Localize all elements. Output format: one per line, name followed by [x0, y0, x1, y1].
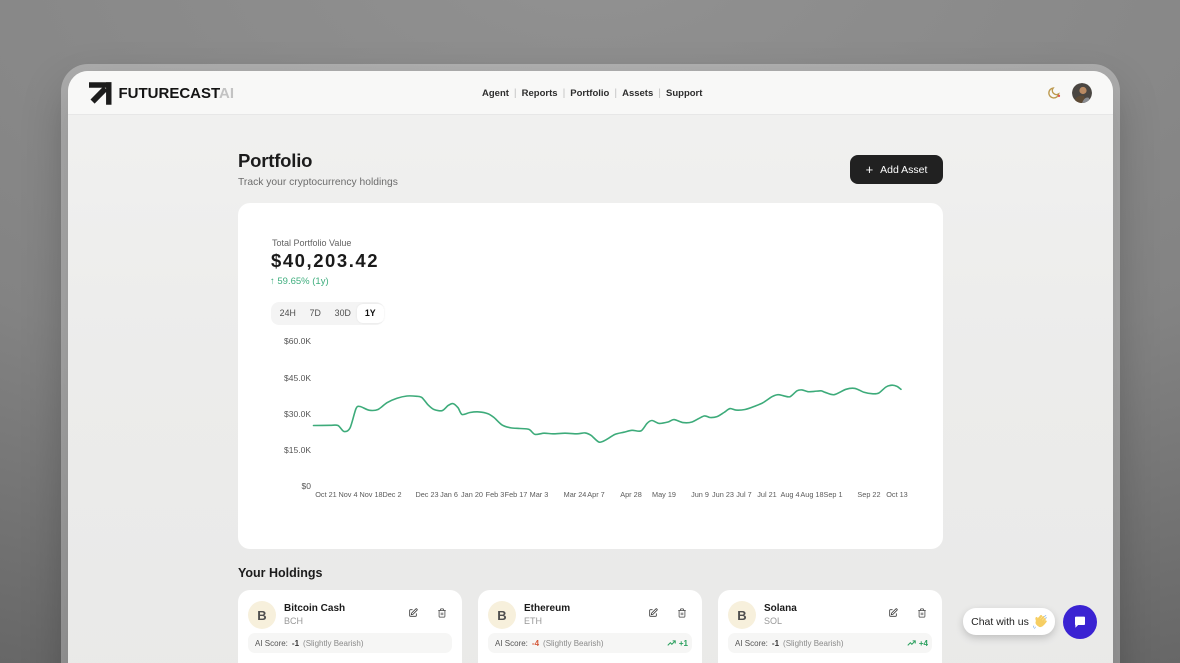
- svg-text:Sep 22: Sep 22: [857, 490, 880, 499]
- svg-text:Oct 21: Oct 21: [315, 490, 337, 499]
- svg-text:Jul 7: Jul 7: [736, 490, 751, 499]
- svg-text:Apr 28: Apr 28: [620, 490, 642, 499]
- svg-text:May 19: May 19: [652, 490, 676, 499]
- svg-text:Jun 9: Jun 9: [691, 490, 709, 499]
- svg-text:Feb 17: Feb 17: [505, 490, 528, 499]
- svg-text:$45.0K: $45.0K: [284, 373, 311, 383]
- svg-text:Sep 1: Sep 1: [823, 490, 842, 499]
- svg-text:Jan 6: Jan 6: [440, 490, 458, 499]
- svg-text:$30.0K: $30.0K: [284, 409, 311, 419]
- svg-text:Feb 3: Feb 3: [486, 490, 505, 499]
- svg-text:Nov 18: Nov 18: [359, 490, 382, 499]
- svg-text:$60.0K: $60.0K: [284, 336, 311, 346]
- svg-text:Jan 20: Jan 20: [461, 490, 483, 499]
- svg-text:Dec 23: Dec 23: [415, 490, 438, 499]
- svg-text:Jul 21: Jul 21: [757, 490, 776, 499]
- svg-text:Aug 18: Aug 18: [800, 490, 823, 499]
- svg-text:Apr 7: Apr 7: [587, 490, 604, 499]
- svg-text:Jun 23: Jun 23: [712, 490, 734, 499]
- svg-text:Mar 24: Mar 24: [564, 490, 587, 499]
- svg-text:Mar 3: Mar 3: [530, 490, 549, 499]
- svg-text:$15.0K: $15.0K: [284, 445, 311, 455]
- svg-text:$0: $0: [302, 481, 312, 491]
- svg-text:Oct 13: Oct 13: [886, 490, 908, 499]
- svg-text:Aug 4: Aug 4: [780, 490, 799, 499]
- svg-text:Dec 2: Dec 2: [382, 490, 401, 499]
- svg-text:Nov 4: Nov 4: [338, 490, 357, 499]
